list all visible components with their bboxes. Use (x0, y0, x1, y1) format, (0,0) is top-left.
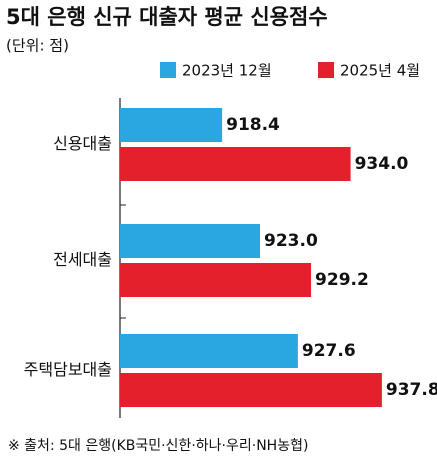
legend-swatch (318, 62, 334, 78)
bar (120, 263, 312, 297)
value-label: 918.4 (226, 115, 280, 135)
bar (120, 224, 260, 258)
chart-title: 5대 은행 신규 대출자 평균 신용점수 (6, 5, 328, 29)
legend-label: 2023년 12월 (182, 62, 272, 80)
source: ※ 출처: 5대 은행(KB국민·신한·하나·우리·NH농협) (8, 438, 308, 454)
value-label: 927.6 (302, 341, 356, 361)
bar (120, 373, 382, 407)
subtitle: (단위: 점) (6, 37, 69, 55)
value-label: 937.8 (386, 380, 437, 400)
value-label: 929.2 (315, 270, 369, 290)
value-label: 923.0 (264, 231, 318, 251)
y-tick-label: 전세대출 (53, 250, 112, 269)
bar (120, 108, 223, 142)
y-tick-label: 신용대출 (53, 134, 112, 153)
legend-label: 2025년 4월 (340, 62, 420, 80)
bar (120, 147, 351, 181)
legend-swatch (160, 62, 176, 78)
y-tick-label: 주택담보대출 (24, 360, 112, 379)
bar (120, 334, 298, 368)
value-label: 934.0 (355, 154, 409, 174)
